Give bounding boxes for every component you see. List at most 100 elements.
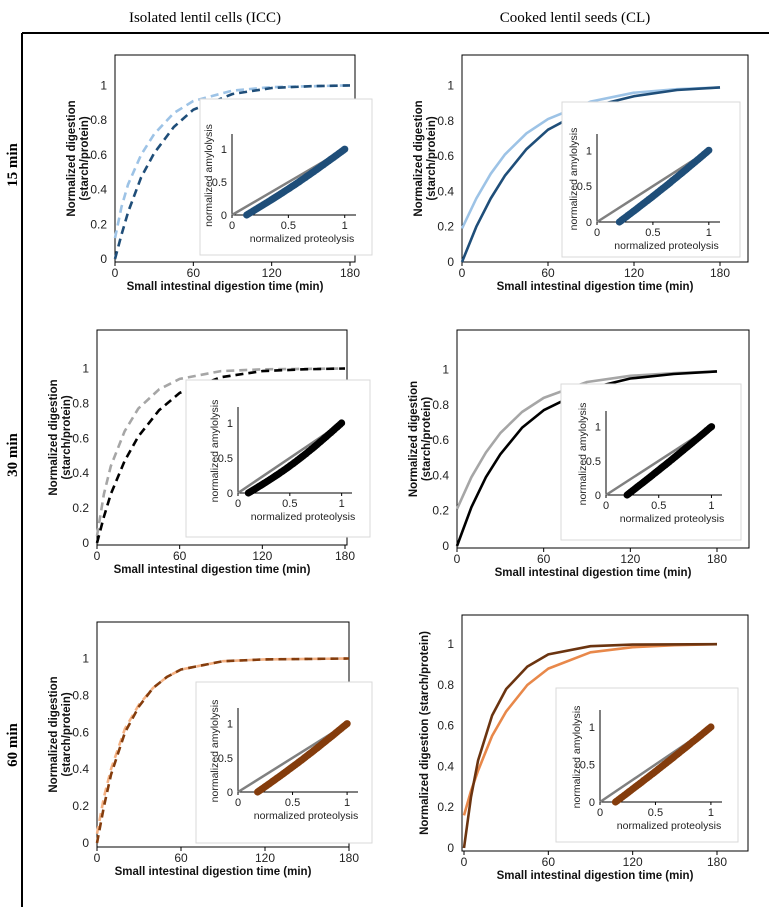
x-tick-label: 0 (94, 549, 101, 563)
inset-x-axis-label: normalized proteolysis (614, 240, 718, 252)
inset-x-tick-label: 0.5 (645, 227, 660, 239)
y-tick-label: 0.8 (437, 678, 454, 692)
inset-x-tick-label: 0.5 (285, 797, 300, 809)
x-tick-label: 180 (340, 266, 360, 280)
inset-frame (561, 101, 741, 258)
y-tick-label: 0.2 (90, 217, 107, 231)
x-tick-label: 120 (624, 266, 644, 280)
inset-y-tick-label: 0 (227, 787, 233, 799)
y-tick-label: 1 (447, 637, 454, 651)
x-tick-label: 180 (710, 266, 730, 280)
y-tick-label: 0.4 (432, 468, 449, 482)
row-header-15: 15 min (5, 142, 21, 186)
inset-y-tick-label: 0.5 (212, 177, 227, 189)
y-axis-label-line: (starch/protein) (61, 395, 73, 480)
x-tick-label: 120 (252, 549, 272, 563)
y-tick-label: 1 (442, 363, 449, 377)
inset-x-tick-label: 0 (603, 500, 609, 512)
x-axis-label: Small intestinal digestion time (min) (497, 281, 694, 293)
y-axis-label-line: (starch/protein) (426, 116, 438, 201)
y-axis-label: Normalized digestion(starch/protein) (408, 381, 433, 497)
x-axis-label: Small intestinal digestion time (min) (114, 564, 311, 576)
inset-x-tick-label: 0 (594, 227, 600, 239)
y-tick-label: 0.8 (437, 114, 454, 128)
plot-frame-cl-60 (461, 614, 749, 852)
x-tick-label: 0 (112, 266, 119, 280)
y-axis-label-line: (starch/protein) (79, 116, 91, 201)
series-line-2 (113, 84, 351, 260)
inset-frame (199, 98, 373, 256)
inset-frame (560, 383, 742, 541)
x-tick-label: 0 (94, 851, 101, 865)
y-tick-label: 1 (447, 79, 454, 93)
y-axis-label: Normalized digestion (starch/protein) (419, 631, 431, 835)
inset-x-tick-label: 1 (339, 498, 345, 510)
inset-x-tick-label: 1 (708, 500, 714, 512)
inset-x-tick-label: 1 (342, 220, 348, 232)
y-axis-label-line: Normalized digestion (48, 379, 60, 495)
y-tick-label: 0.6 (437, 719, 454, 733)
inset-x-tick-label: 1 (706, 227, 712, 239)
y-tick-label: 0 (442, 539, 449, 553)
y-axis-label-line: (starch/protein) (61, 692, 73, 777)
inset-x-axis-label: normalized proteolysis (254, 810, 358, 822)
inset-x-tick-label: 0.5 (651, 500, 666, 512)
inset-y-axis-label: normalized amylolysis (568, 128, 580, 231)
y-axis-label-line: (starch/protein) (421, 397, 433, 482)
y-tick-label: 0 (100, 252, 107, 266)
y-tick-label: 0.8 (90, 113, 107, 127)
y-tick-label: 0.4 (72, 762, 89, 776)
x-tick-label: 120 (623, 855, 643, 869)
inset-x-tick-label: 0 (235, 498, 241, 510)
inset-x-axis-label: normalized proteolysis (617, 820, 721, 832)
y-tick-label: 0.8 (72, 396, 89, 410)
inset-y-tick-label: 0 (221, 210, 227, 222)
series-line-1 (460, 86, 721, 230)
x-tick-label: 180 (707, 552, 727, 566)
x-tick-label: 0 (461, 855, 468, 869)
series-line-1 (95, 657, 350, 835)
x-tick-label: 60 (174, 851, 188, 865)
y-axis-label-line: Normalized digestion (starch/protein) (419, 631, 431, 835)
y-axis-label-line: Normalized digestion (48, 676, 60, 792)
series-line-2 (462, 642, 718, 849)
inset-x-axis-label: normalized proteolysis (251, 511, 355, 523)
y-tick-label: 0 (447, 841, 454, 855)
inset-y-tick-label: 1 (589, 722, 595, 734)
y-tick-label: 0.4 (437, 759, 454, 773)
x-axis-label: Small intestinal digestion time (min) (497, 870, 694, 882)
y-tick-label: 0.8 (72, 688, 89, 702)
y-tick-label: 0.2 (432, 504, 449, 518)
inset-y-tick-label: 1 (227, 418, 233, 430)
y-axis-label: Normalized digestion(starch/protein) (48, 379, 73, 495)
series-line-2 (455, 370, 718, 547)
inset-y-axis-label: normalized amylolysis (571, 706, 583, 809)
inset-y-tick-label: 1 (595, 422, 601, 434)
row-header-30: 30 min (5, 432, 21, 476)
inset-y-axis-label: normalized amylolysis (577, 403, 589, 506)
inset-x-tick-label: 1 (708, 807, 714, 819)
y-tick-label: 0.6 (437, 149, 454, 163)
inset-y-tick-label: 1 (586, 145, 592, 157)
y-axis-label-line: Normalized digestion (413, 100, 425, 216)
series-line-2 (95, 657, 350, 844)
series-line-2 (460, 86, 721, 263)
inset-y-axis-label: normalized amylolysis (209, 700, 221, 803)
inset-scatter-point (707, 423, 716, 431)
y-tick-label: 0.2 (437, 220, 454, 234)
chart-panels: 0 0.2 0.4 0.6 0.8 1 0 60 120 180 Small intestinal … (48, 54, 750, 882)
y-tick-label: 0.4 (72, 466, 89, 480)
y-tick-label: 0.6 (72, 725, 89, 739)
x-tick-label: 60 (542, 855, 556, 869)
x-tick-label: 120 (262, 266, 282, 280)
x-axis-label: Small intestinal digestion time (min) (127, 281, 324, 293)
inset-y-tick-label: 1 (221, 144, 227, 156)
inset-x-tick-label: 0 (229, 220, 235, 232)
y-tick-label: 0.4 (90, 183, 107, 197)
series-line-1 (95, 367, 346, 537)
inset-scatter-point (707, 723, 715, 731)
plot-frame-cl-15 (461, 54, 749, 263)
y-tick-label: 0.2 (72, 501, 89, 515)
inset-y-tick-label: 0 (595, 490, 601, 502)
x-axis-label: Small intestinal digestion time (min) (495, 567, 692, 579)
